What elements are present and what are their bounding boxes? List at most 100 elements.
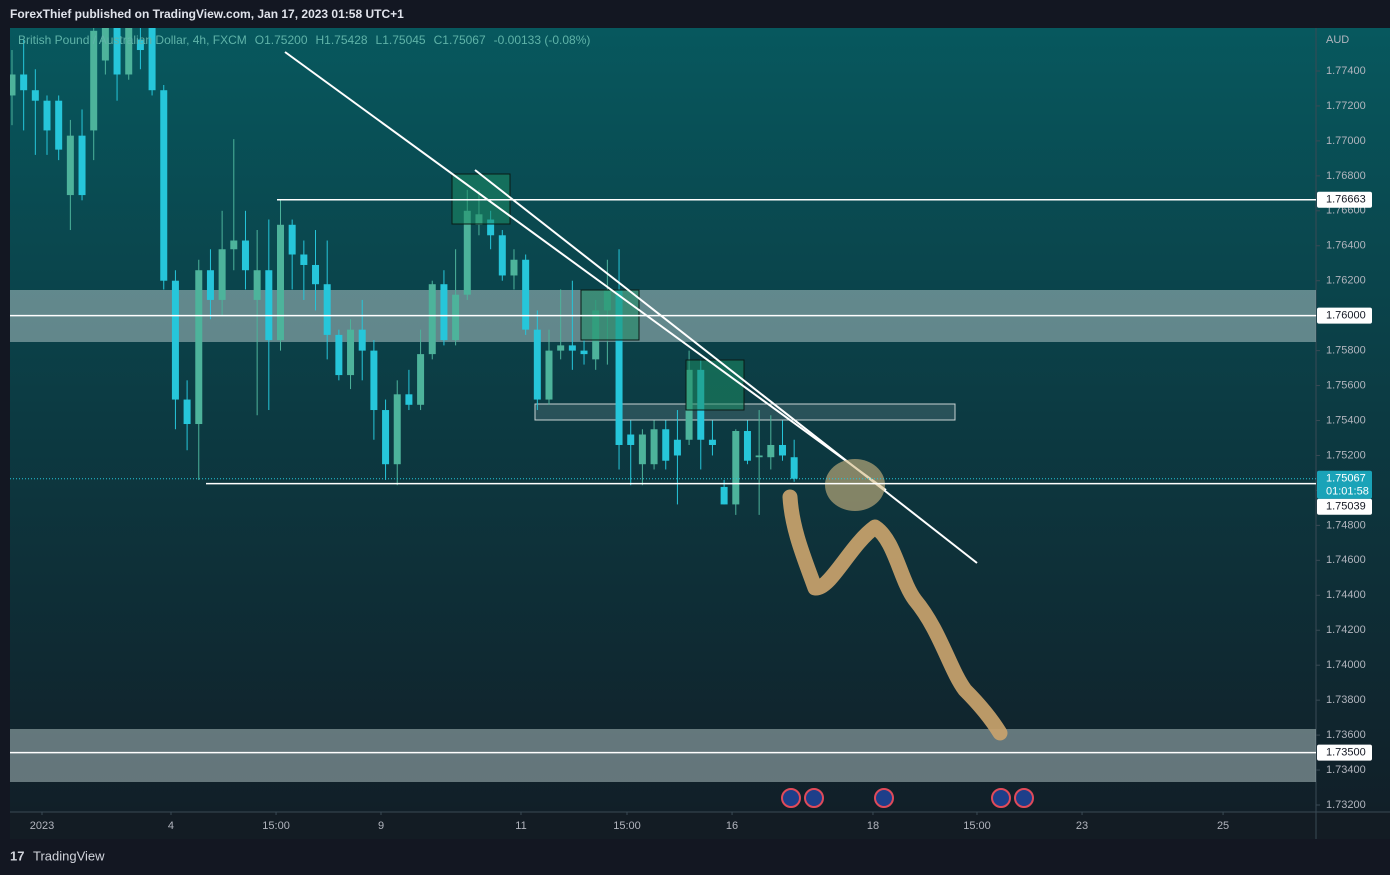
legend: British Pound / Australian Dollar, 4h, F… [18, 33, 590, 47]
legend-low: L1.75045 [376, 33, 426, 47]
candle-body [720, 486, 728, 505]
event-icon [991, 788, 1011, 808]
candle-body [568, 345, 576, 351]
candle-body [545, 350, 553, 400]
candle-body [90, 30, 98, 131]
candle-body [136, 39, 144, 51]
y-tick-label: 1.76400 [1326, 240, 1366, 252]
candle-body [10, 74, 16, 96]
projection-path [782, 489, 1008, 741]
candle-body [253, 270, 261, 300]
candle-body [288, 224, 296, 255]
candle-body [487, 219, 495, 236]
candle-body [767, 444, 775, 458]
candle-body [650, 429, 658, 465]
candle-body [533, 329, 541, 400]
candle-body [160, 90, 168, 281]
candle-body [195, 270, 203, 425]
candle-body [463, 210, 471, 295]
y-tick-label: 1.74000 [1326, 659, 1366, 671]
candle-body [615, 289, 623, 445]
candle-body [276, 224, 284, 341]
x-tick-label: 16 [726, 820, 738, 832]
candle-body [452, 294, 460, 341]
level-label: 1.73500 [1326, 746, 1366, 758]
candle-body [708, 439, 716, 445]
candle-body [522, 259, 530, 330]
trend-line [284, 51, 887, 491]
level-label: 1.76000 [1326, 310, 1366, 322]
events [781, 788, 1034, 808]
event-icon [874, 788, 894, 808]
x-tick-label: 15:00 [262, 820, 290, 832]
y-tick-label: 1.74200 [1326, 624, 1366, 636]
countdown-label: 01:01:58 [1326, 486, 1369, 498]
levels: 1.76663 1.76000 1.75039 1.73500 1.7506701:01… [10, 191, 1372, 761]
candle-body [125, 28, 133, 75]
y-tick-label: 1.73200 [1326, 799, 1366, 811]
candle-body [113, 28, 121, 75]
y-tick-label: 1.74400 [1326, 589, 1366, 601]
symbol: British Pound / Australian Dollar, 4h, F… [18, 33, 247, 47]
candle-body [55, 100, 63, 150]
x-tick-label: 25 [1217, 820, 1229, 832]
candle-body [370, 350, 378, 411]
candle-body [101, 28, 109, 61]
currency: AUD [1326, 34, 1349, 46]
x-tick-label: 15:00 [613, 820, 641, 832]
y-tick-label: 1.77400 [1326, 65, 1366, 77]
candle-body [358, 329, 366, 351]
last-price-box [1317, 470, 1372, 499]
y-tick-label: 1.76800 [1326, 170, 1366, 182]
zone [10, 729, 1316, 782]
y-tick-label: 1.74800 [1326, 519, 1366, 531]
candle-body [638, 434, 646, 465]
candle-body [183, 399, 191, 425]
candle-body [312, 264, 320, 285]
candle-body [218, 249, 226, 300]
candle-body [347, 329, 355, 376]
candle-body [241, 240, 249, 271]
y-tick-label: 1.75600 [1326, 379, 1366, 391]
x-tick-label: 4 [168, 820, 174, 832]
x-tick-label: 23 [1076, 820, 1088, 832]
y-tick-label: 1.77200 [1326, 100, 1366, 112]
level-label: 1.75039 [1326, 501, 1366, 513]
x-tick-label: 9 [378, 820, 384, 832]
y-tick-label: 1.75200 [1326, 449, 1366, 461]
event-icon [804, 788, 824, 808]
footer-brand: TradingView [33, 848, 105, 863]
y-tick-label: 1.77000 [1326, 135, 1366, 147]
candle-body [557, 345, 565, 351]
y-tick-label: 1.75800 [1326, 345, 1366, 357]
header-text: ForexThief published on TradingView.com,… [10, 7, 404, 21]
candle-body [743, 431, 751, 461]
candle-body [171, 280, 179, 400]
candle-body [778, 444, 786, 456]
candle-body [498, 235, 506, 276]
y-tick-label: 1.73400 [1326, 764, 1366, 776]
time-axis-background [10, 812, 1390, 839]
candle-body [673, 439, 681, 456]
legend-open: O1.75200 [255, 33, 308, 47]
level-label-box [1317, 307, 1372, 324]
x-tick-label: 18 [867, 820, 879, 832]
logo-mark: 17 [10, 848, 24, 863]
y-tick-label: 1.76200 [1326, 275, 1366, 287]
candle-body [417, 354, 425, 405]
level-label-box [1317, 744, 1372, 761]
level-label: 1.76663 [1326, 194, 1366, 206]
candle-body [790, 457, 798, 479]
candle-body [732, 431, 740, 505]
candle-body [206, 270, 214, 300]
candles [10, 28, 798, 515]
range-box [534, 403, 956, 421]
candle-body [755, 455, 763, 458]
x-tick-label: 2023 [30, 820, 54, 832]
candle-body [627, 434, 635, 445]
candle-body [393, 394, 401, 465]
legend-change: -0.00133 (-0.08%) [494, 33, 591, 47]
candle-body [428, 284, 436, 355]
candle-body [265, 270, 273, 341]
